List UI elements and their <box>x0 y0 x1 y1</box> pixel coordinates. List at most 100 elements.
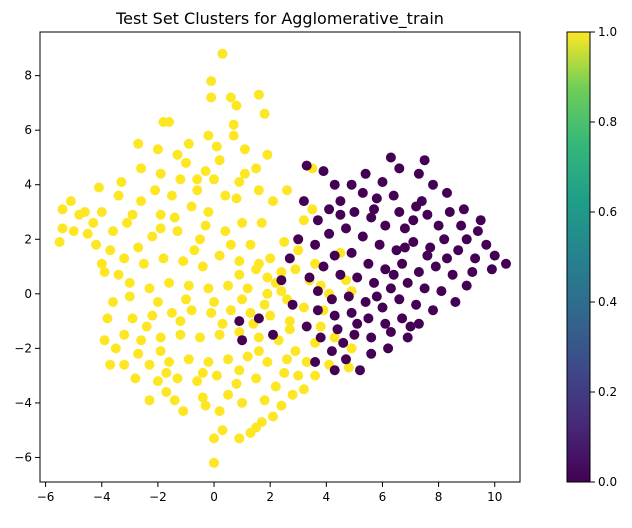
data-point <box>385 283 396 294</box>
data-point <box>293 370 304 381</box>
data-point <box>422 250 433 261</box>
data-point <box>472 226 483 237</box>
colorbar-tick-label: 0.6 <box>598 205 617 219</box>
data-point <box>298 215 309 226</box>
data-point <box>298 196 309 207</box>
data-point <box>450 297 461 307</box>
data-point <box>312 215 323 226</box>
x-tick-label: −2 <box>149 490 167 504</box>
data-point <box>253 313 264 324</box>
data-point <box>245 307 256 318</box>
data-point <box>183 280 194 291</box>
data-point <box>256 217 267 228</box>
data-point <box>290 264 301 275</box>
data-point <box>155 209 166 220</box>
data-point <box>346 247 357 258</box>
data-point <box>172 226 183 237</box>
data-point <box>242 283 253 294</box>
data-point <box>380 220 391 231</box>
x-tick-label: −6 <box>37 490 55 504</box>
data-point <box>397 313 408 324</box>
colorbar-tick-label: 1.0 <box>598 25 617 39</box>
plot-frame <box>39 31 521 483</box>
x-tick-label: 8 <box>435 490 443 504</box>
data-point <box>442 253 452 264</box>
data-point <box>383 343 394 354</box>
data-point <box>371 193 382 204</box>
data-point <box>234 327 245 337</box>
data-point <box>349 329 360 340</box>
data-point <box>453 245 464 256</box>
data-point <box>301 357 312 367</box>
data-point <box>326 346 337 357</box>
data-point <box>284 324 295 335</box>
data-point <box>231 100 242 111</box>
data-point <box>394 207 405 217</box>
data-point <box>108 226 118 237</box>
data-point <box>228 119 239 130</box>
data-point <box>169 395 180 406</box>
data-point <box>251 373 262 384</box>
data-point <box>251 163 262 174</box>
data-point <box>209 297 219 307</box>
data-point <box>408 237 419 247</box>
data-point <box>197 392 208 403</box>
data-point <box>152 376 163 387</box>
data-point <box>192 174 203 185</box>
data-point <box>223 280 234 291</box>
data-point <box>239 144 250 155</box>
data-point <box>195 234 205 245</box>
data-point <box>310 357 321 367</box>
data-point <box>374 239 385 250</box>
data-point <box>352 318 363 329</box>
data-point <box>225 239 236 250</box>
data-point <box>144 359 155 370</box>
chart-title: Test Set Clusters for Agglomerative_trai… <box>115 9 444 29</box>
data-point <box>186 305 197 316</box>
data-point <box>408 215 419 226</box>
data-point <box>458 204 469 215</box>
data-point <box>166 190 177 201</box>
data-point <box>413 168 424 179</box>
data-point <box>113 190 124 201</box>
data-point <box>262 288 273 299</box>
data-point <box>501 258 511 269</box>
data-point <box>439 234 450 245</box>
data-point <box>234 256 245 267</box>
data-point <box>181 294 191 305</box>
data-point <box>307 204 318 215</box>
data-point <box>447 269 458 280</box>
data-point <box>411 299 422 310</box>
data-point <box>422 209 433 220</box>
data-point <box>301 321 312 332</box>
data-point <box>377 177 388 187</box>
data-point <box>343 362 354 373</box>
data-point <box>349 207 360 217</box>
data-point <box>164 357 175 367</box>
data-point <box>110 343 121 354</box>
data-point <box>138 258 149 269</box>
data-point <box>366 212 377 223</box>
data-point <box>456 220 467 231</box>
y-tick-label: −4 <box>14 396 32 410</box>
data-point <box>105 359 116 370</box>
data-point <box>237 217 248 228</box>
data-point <box>133 138 144 149</box>
data-point <box>136 196 147 207</box>
colorbar-gradient <box>566 31 591 483</box>
colorbar-tick-label: 0.8 <box>598 115 617 129</box>
data-point <box>197 367 208 378</box>
data-point <box>119 253 130 264</box>
data-point <box>290 346 301 357</box>
data-point <box>369 204 379 215</box>
y-tick-label: 0 <box>24 287 32 301</box>
data-point <box>366 348 377 359</box>
y-tick-label: 2 <box>24 232 32 246</box>
y-axis: −6 −4 −2 0 2 4 6 8 <box>14 69 40 464</box>
data-point <box>268 411 278 422</box>
data-point <box>54 237 65 247</box>
data-point <box>335 209 346 220</box>
data-point <box>419 283 430 294</box>
y-tick-label: 4 <box>24 178 32 192</box>
data-point <box>371 291 382 302</box>
